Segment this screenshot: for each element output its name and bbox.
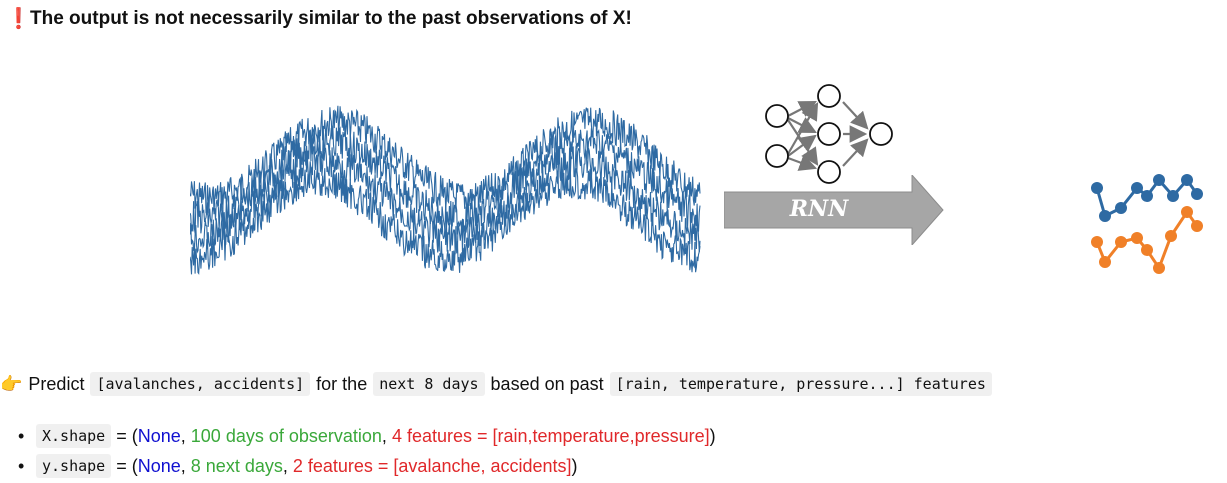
predict-horizon: next 8 days xyxy=(373,372,485,396)
output-point xyxy=(1099,210,1111,222)
output-point xyxy=(1181,174,1193,186)
y-shape-sep1: , xyxy=(180,455,191,476)
x-shape-sep2: , xyxy=(381,425,392,446)
exclamation-icon: ❗ xyxy=(6,8,31,30)
y-shape-steps: 8 next days xyxy=(190,455,283,476)
bullet-icon: • xyxy=(18,425,25,446)
y-shape-code: y.shape xyxy=(36,454,112,478)
output-point xyxy=(1115,202,1127,214)
input-series-line xyxy=(190,105,701,216)
output-point xyxy=(1091,236,1103,248)
output-point xyxy=(1099,256,1111,268)
x-shape-batch: None xyxy=(137,425,181,446)
output-point xyxy=(1167,190,1179,202)
predict-features: [rain, temperature, pressure...] feature… xyxy=(609,372,992,396)
rnn-arrow: RNN xyxy=(724,175,944,245)
x-shape-features: 4 features = [rain,temperature,pressure] xyxy=(391,425,710,446)
predict-sentence: 👉 Predict [avalanches, accidents] for th… xyxy=(0,372,992,396)
y-shape-batch: None xyxy=(137,455,181,476)
y-shape-features: 2 features = [avalanche, accidents] xyxy=(292,455,572,476)
x-shape-sep1: , xyxy=(180,425,191,446)
output-point xyxy=(1153,174,1165,186)
y-shape-close: ) xyxy=(571,455,578,476)
y-shape-sep2: , xyxy=(282,455,293,476)
input-series-line xyxy=(190,165,701,275)
output-point xyxy=(1181,206,1193,218)
output-point xyxy=(1131,232,1143,244)
output-series xyxy=(1091,174,1203,274)
list-item: • y.shape = ( None , 8 next days , 2 fea… xyxy=(18,451,716,481)
neural-network-icon xyxy=(765,84,893,184)
output-point xyxy=(1091,182,1103,194)
shape-list: • X.shape = ( None , 100 days of observa… xyxy=(18,421,716,481)
bullet-icon: • xyxy=(18,455,25,476)
x-shape-close: ) xyxy=(709,425,716,446)
output-point xyxy=(1141,244,1153,256)
output-point xyxy=(1131,182,1143,194)
warning-text: The output is not necessarily similar to… xyxy=(30,7,632,29)
pointing-hand-icon: 👉 xyxy=(0,373,23,394)
warning-banner: ❗ The output is not necessarily similar … xyxy=(6,6,632,31)
output-point xyxy=(1191,220,1203,232)
list-item: • X.shape = ( None , 100 days of observa… xyxy=(18,421,716,451)
y-shape-equals: = ( xyxy=(111,455,138,476)
input-time-series xyxy=(190,105,701,275)
output-point xyxy=(1141,190,1153,202)
predict-prefix: Predict xyxy=(28,373,85,394)
predict-for-the: for the xyxy=(316,373,368,394)
predict-targets: [avalanches, accidents] xyxy=(90,372,311,396)
rnn-label: RNN xyxy=(789,196,849,222)
output-point xyxy=(1115,236,1127,248)
output-point xyxy=(1153,262,1165,274)
x-shape-equals: = ( xyxy=(111,425,138,446)
output-point xyxy=(1165,230,1177,242)
predict-based-on: based on past xyxy=(490,373,604,394)
output-point xyxy=(1191,188,1203,200)
x-shape-steps: 100 days of observation xyxy=(190,425,382,446)
x-shape-code: X.shape xyxy=(36,424,112,448)
output-series-line-2 xyxy=(1095,209,1199,272)
